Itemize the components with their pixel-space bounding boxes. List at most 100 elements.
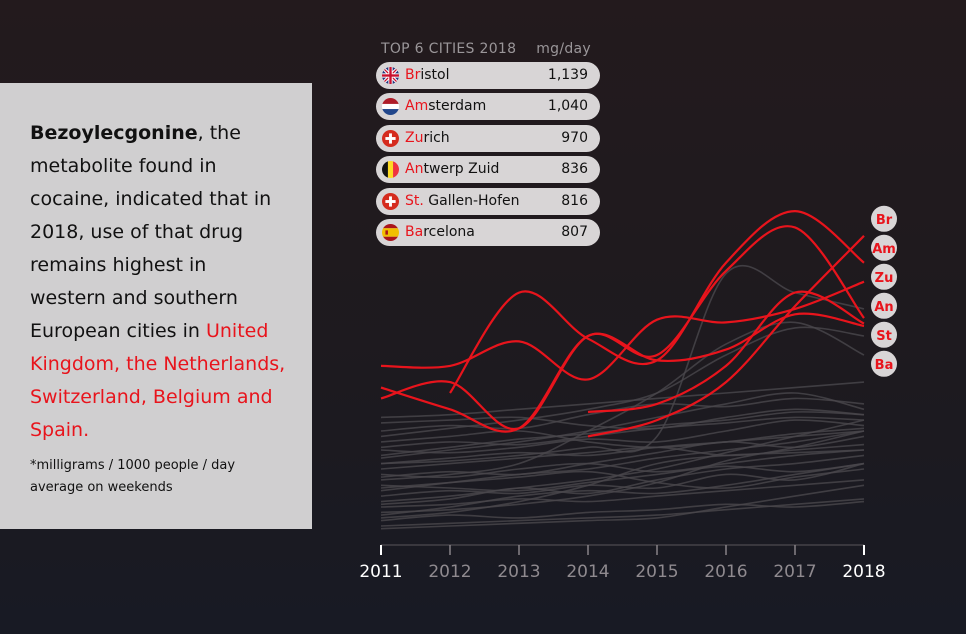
- x-tick-label: 2015: [635, 562, 678, 582]
- series-end-label: Zu: [875, 271, 894, 286]
- series-line-st: [587, 290, 865, 414]
- description-body: , the metabolite found in cocaine, indic…: [30, 122, 272, 342]
- uk-flag-icon: [382, 67, 399, 84]
- top6-city-prefix: Am: [405, 98, 429, 115]
- belgium-flag-icon: [382, 161, 399, 179]
- top6-city-rest: sterdam: [428, 98, 487, 115]
- switzerland-flag-icon: [382, 129, 399, 147]
- background-series-line: [380, 462, 865, 497]
- x-axis: 2011 2012 2013 2014 2015 2016 2017 2018: [359, 544, 886, 582]
- top6-city-rest: twerp Zuid: [423, 161, 500, 178]
- top6-list: Bristol 1,139 Amsterdam 1,040 Zurich 970…: [376, 62, 600, 250]
- background-series-line: [380, 326, 865, 438]
- top6-city-prefix: An: [405, 161, 424, 178]
- series-line-ba: [380, 312, 865, 433]
- x-tick-label: 2012: [428, 562, 471, 582]
- background-series-line: [380, 484, 865, 530]
- background-series-line: [380, 427, 865, 449]
- x-tick-label: 2016: [704, 562, 747, 582]
- top6-value: 1,139: [547, 67, 588, 83]
- description-highlight: United Kingdom, the Netherlands, Switzer…: [30, 320, 286, 441]
- background-series-line: [380, 462, 865, 516]
- top6-city: Barcelona: [405, 224, 475, 240]
- background-series-line: [380, 408, 865, 430]
- top6-row: Antwerp Zuid 836: [376, 156, 600, 184]
- top6-city: Antwerp Zuid: [405, 161, 499, 177]
- background-series-line: [380, 500, 865, 522]
- x-tick-label: 2017: [773, 562, 816, 582]
- info-panel: Bezoylecgonine, the metabolite found in …: [0, 83, 312, 529]
- top6-city-prefix: Br: [405, 67, 421, 83]
- end-labels-group: Br Am Zu An St Ba: [871, 205, 897, 377]
- background-series-line: [380, 264, 865, 465]
- top6-row: Zurich 970: [376, 124, 600, 152]
- background-series-line: [380, 462, 865, 492]
- netherlands-flag-icon: [382, 98, 399, 116]
- x-tick-label: 2014: [566, 562, 609, 582]
- top6-row: Barcelona 807: [376, 218, 600, 246]
- x-tick-label: 2013: [497, 562, 540, 582]
- top6-city-rest: rcelona: [423, 223, 475, 240]
- background-series-line: [380, 449, 865, 519]
- end-label-bubble: [871, 350, 897, 377]
- top6-city-rest: istol: [420, 67, 450, 83]
- x-tick-label: 2011: [359, 562, 402, 582]
- top6-city-rest: Gallen-Hofen: [423, 192, 520, 209]
- background-series-line: [380, 449, 865, 479]
- background-series-line: [380, 321, 865, 481]
- background-series-group: [380, 264, 865, 530]
- top6-city-prefix: Ba: [405, 223, 424, 240]
- series-line-am: [449, 209, 865, 394]
- top6-row: Amsterdam 1,040: [376, 93, 600, 121]
- series-end-label: Ba: [875, 358, 894, 373]
- spain-flag-icon: [382, 223, 399, 241]
- top6-title: TOP 6 CITIES 2018: [381, 41, 517, 57]
- background-series-line: [380, 416, 865, 449]
- background-series-line: [380, 430, 865, 514]
- top6-city-prefix: Zu: [405, 129, 424, 146]
- series-end-label: St: [876, 329, 892, 344]
- end-label-bubble: [871, 263, 897, 290]
- top6-city-prefix: St.: [405, 192, 424, 209]
- top6-value: 970: [561, 129, 588, 146]
- series-line-br: [587, 235, 865, 438]
- series-line-zu: [380, 280, 865, 381]
- top6-header: TOP 6 CITIES 2018 mg/day: [381, 41, 591, 59]
- background-series-line: [380, 397, 865, 432]
- top6-city: Bristol: [405, 67, 450, 83]
- end-label-bubble: [871, 205, 897, 232]
- background-series-line: [380, 381, 865, 419]
- background-series-line: [380, 479, 865, 508]
- description: Bezoylecgonine, the metabolite found in …: [30, 117, 288, 447]
- top6-value: 807: [561, 223, 588, 240]
- background-series-line: [380, 468, 865, 489]
- top6-value: 1,040: [547, 98, 588, 115]
- top6-city-rest: rich: [423, 129, 450, 146]
- top6-unit: mg/day: [536, 41, 591, 57]
- series-end-label: An: [874, 300, 893, 315]
- top6-value: 836: [561, 161, 588, 178]
- top6-city: St. Gallen-Hofen: [405, 193, 520, 209]
- end-label-bubble: [871, 321, 897, 348]
- background-series-line: [380, 392, 865, 459]
- series-end-label: Br: [876, 213, 893, 228]
- top6-city: Zurich: [405, 130, 450, 146]
- footnote: *milligrams / 1000 people / day average …: [30, 458, 236, 495]
- top6-row: Bristol 1,139: [376, 62, 600, 89]
- x-tick-label: 2018: [842, 562, 885, 582]
- background-series-line: [380, 443, 865, 470]
- background-series-line: [380, 498, 865, 527]
- series-line-an: [380, 225, 865, 431]
- series-end-label: Am: [872, 242, 896, 257]
- highlight-series-group: [380, 209, 865, 438]
- end-label-bubble: [871, 292, 897, 319]
- background-series-line: [380, 419, 865, 454]
- end-label-bubble: [871, 234, 897, 261]
- switzerland-flag-icon: [382, 192, 399, 210]
- top6-city: Amsterdam: [405, 98, 486, 114]
- top6-value: 816: [561, 192, 588, 209]
- description-term: Bezoylecgonine: [30, 122, 198, 144]
- background-series-line: [380, 419, 865, 503]
- top6-row: St. Gallen-Hofen 816: [376, 187, 600, 215]
